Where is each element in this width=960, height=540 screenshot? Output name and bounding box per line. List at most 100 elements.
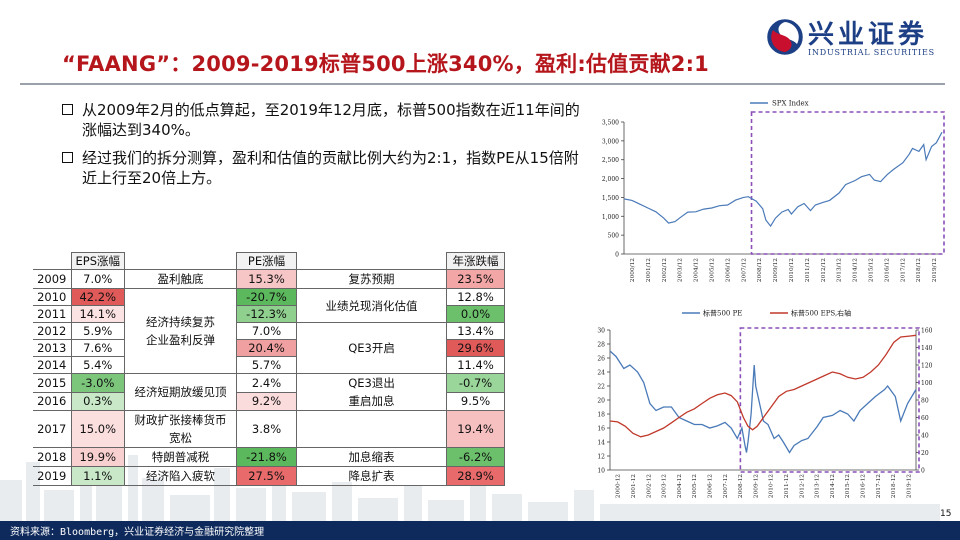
y-tick-label: 3,000 xyxy=(602,138,619,145)
bullet-text: 经过我们的拆分测算，盈利和估值的贡献比例大约为2:1，指数PE从15倍附近上行至… xyxy=(82,149,579,187)
table-row: 2011 14.1% -12.3% 0.0% xyxy=(33,305,506,323)
x-tick-label: 2011/12 xyxy=(805,258,811,282)
highlight-box xyxy=(739,327,920,473)
cell-note-pe xyxy=(296,410,448,448)
cell-note-pe: 复苏预期 xyxy=(296,269,448,289)
page-title: “FAANG”：2009-2019标普500上涨340%，盈利:估值贡献2:1 xyxy=(62,52,709,76)
footer-bar xyxy=(0,521,960,540)
y-tick-label-left: 20 xyxy=(597,398,605,405)
x-tick-label: 2008-12 xyxy=(738,474,744,498)
x-tick-label: 2015-12 xyxy=(845,474,851,498)
x-tick-label: 2001-12 xyxy=(631,474,637,498)
table-row: 2017 15.0% 财政扩张接棒货币宽松 3.8% 19.4% xyxy=(33,410,506,448)
cell-note-eps: 盈利触底 xyxy=(124,269,238,289)
cell-yr: 12.8% xyxy=(446,288,506,306)
y-tick-label: 1,000 xyxy=(602,214,619,221)
y-tick-label-right: 120 xyxy=(921,363,933,370)
cell-pe: 5.7% xyxy=(236,356,298,374)
y-tick-label-left: 24 xyxy=(597,370,605,377)
x-tick-label: 2006-12 xyxy=(707,474,713,498)
x-tick-label: 2019-12 xyxy=(906,474,912,498)
cell-pe: 9.2% xyxy=(236,391,298,411)
company-logo: 兴业证券 INDUSTRIAL SECURITIES xyxy=(764,12,950,62)
cell-year: 2019 xyxy=(33,466,72,486)
x-tick-label: 2016/12 xyxy=(884,258,890,282)
cell-yr: -0.7% xyxy=(446,373,506,393)
highlight-box xyxy=(750,111,945,255)
cell-eps: 1.1% xyxy=(70,466,126,486)
x-tick-label: 2016-12 xyxy=(860,474,866,498)
bullet-text: 从2009年2月的低点算起，至2019年12月底，标普500指数在近11年间的涨… xyxy=(82,101,580,139)
x-tick-label: 2003-12 xyxy=(662,474,668,498)
y-tick-label-right: 80 xyxy=(921,398,929,405)
cell-year: 2018 xyxy=(33,447,72,467)
y-tick-label-left: 12 xyxy=(597,454,605,461)
y-tick-label-left: 10 xyxy=(597,468,605,475)
title-divider xyxy=(20,83,945,85)
cell-pe: 2.4% xyxy=(236,373,298,393)
table-row: 2009 7.0% 盈利触底 15.3% 复苏预期 23.5% xyxy=(33,269,506,289)
cell-yr: -6.2% xyxy=(446,447,506,467)
cell-year: 2011 xyxy=(33,305,72,323)
y-tick-label-right: 0 xyxy=(921,468,925,475)
legend-label-pe: 标普500 PE xyxy=(703,309,742,318)
table-row: 2016 0.3% 9.2% 9.5% xyxy=(33,391,506,411)
cell-eps: 42.2% xyxy=(70,288,126,306)
x-tick-label: 2003/12 xyxy=(678,258,684,282)
x-tick-label: 2000-12 xyxy=(616,474,622,498)
cell-note-eps: 经济持续复苏 企业盈利反弹 xyxy=(124,288,238,374)
logo-text-cn: 兴业证券 xyxy=(808,20,929,50)
cell-pe: -21.8% xyxy=(236,447,298,467)
cell-note-eps: 财政扩张接棒货币宽松 xyxy=(124,410,238,448)
x-tick-label: 2010/12 xyxy=(789,258,795,282)
cell-note-pe: 降息扩表 xyxy=(296,466,448,486)
x-tick-label: 2005-12 xyxy=(692,474,698,498)
y-tick-label-right: 60 xyxy=(921,415,929,422)
y-tick-label-left: 14 xyxy=(597,440,605,447)
cell-eps: -3.0% xyxy=(70,373,126,393)
y-tick-label-right: 20 xyxy=(921,450,929,457)
x-tick-label: 2019/12 xyxy=(932,258,938,282)
y-tick-label-right: 100 xyxy=(921,380,933,387)
cell-yr: 29.6% xyxy=(446,339,506,357)
x-tick-label: 2012-12 xyxy=(799,474,805,498)
y-tick-label: 2,500 xyxy=(602,157,619,164)
x-tick-label: 2002/12 xyxy=(662,258,668,282)
x-tick-label: 2011-12 xyxy=(784,474,790,498)
table-row: 2010 42.2% 经济持续复苏 企业盈利反弹 -20.7% 业绩兑现消化估值 12.8… xyxy=(33,288,506,374)
x-tick-label: 2007/12 xyxy=(741,258,747,282)
x-tick-label: 2018/12 xyxy=(916,258,922,282)
cell-yr: 23.5% xyxy=(446,269,506,289)
cell-eps: 7.0% xyxy=(70,269,126,289)
series-line-pe xyxy=(609,350,917,454)
cell-yr: 28.9% xyxy=(446,466,506,486)
x-tick-label: 2001/12 xyxy=(646,258,652,282)
table-row: 2018 19.9% 特朗普减税 -21.8% 加息缩表 -6.2% xyxy=(33,447,506,467)
x-tick-label: 2017/12 xyxy=(900,258,906,282)
y-tick-label-left: 30 xyxy=(597,328,605,335)
cell-pe: -20.7% xyxy=(236,288,298,306)
cell-note-pe: 业绩兑现消化估值 xyxy=(296,288,448,323)
table-header-row: EPS涨幅 PE涨幅 年涨跌幅 xyxy=(33,252,506,270)
y-tick-label: 500 xyxy=(608,233,620,240)
cell-note-eps: 特朗普减税 xyxy=(124,447,238,467)
x-tick-label: 2009/12 xyxy=(773,258,779,282)
cell-eps: 5.4% xyxy=(70,356,126,374)
bullet-item: 从2009年2月的低点算起，至2019年12月底，标普500指数在近11年间的涨… xyxy=(62,100,582,140)
skyline-decoration xyxy=(0,455,940,521)
x-tick-label: 2013-12 xyxy=(815,474,821,498)
y-tick-label-right: 140 xyxy=(921,345,933,352)
cell-yr: 11.4% xyxy=(446,356,506,374)
cell-note-pe: QE3退出 重启加息 xyxy=(296,373,448,411)
cell-year: 2013 xyxy=(33,339,72,357)
cell-pe: 3.8% xyxy=(236,410,298,448)
cell-yr: 19.4% xyxy=(446,410,506,448)
x-tick-label: 2015/12 xyxy=(868,258,874,282)
y-tick-label: 2,000 xyxy=(602,176,619,183)
cell-year: 2016 xyxy=(33,391,72,411)
x-tick-label: 2004-12 xyxy=(677,474,683,498)
y-tick-label: 0 xyxy=(615,252,619,259)
cell-yr: 9.5% xyxy=(446,391,506,411)
cell-eps: 15.0% xyxy=(70,410,126,448)
header-yr: 年涨跌幅 xyxy=(446,252,506,270)
